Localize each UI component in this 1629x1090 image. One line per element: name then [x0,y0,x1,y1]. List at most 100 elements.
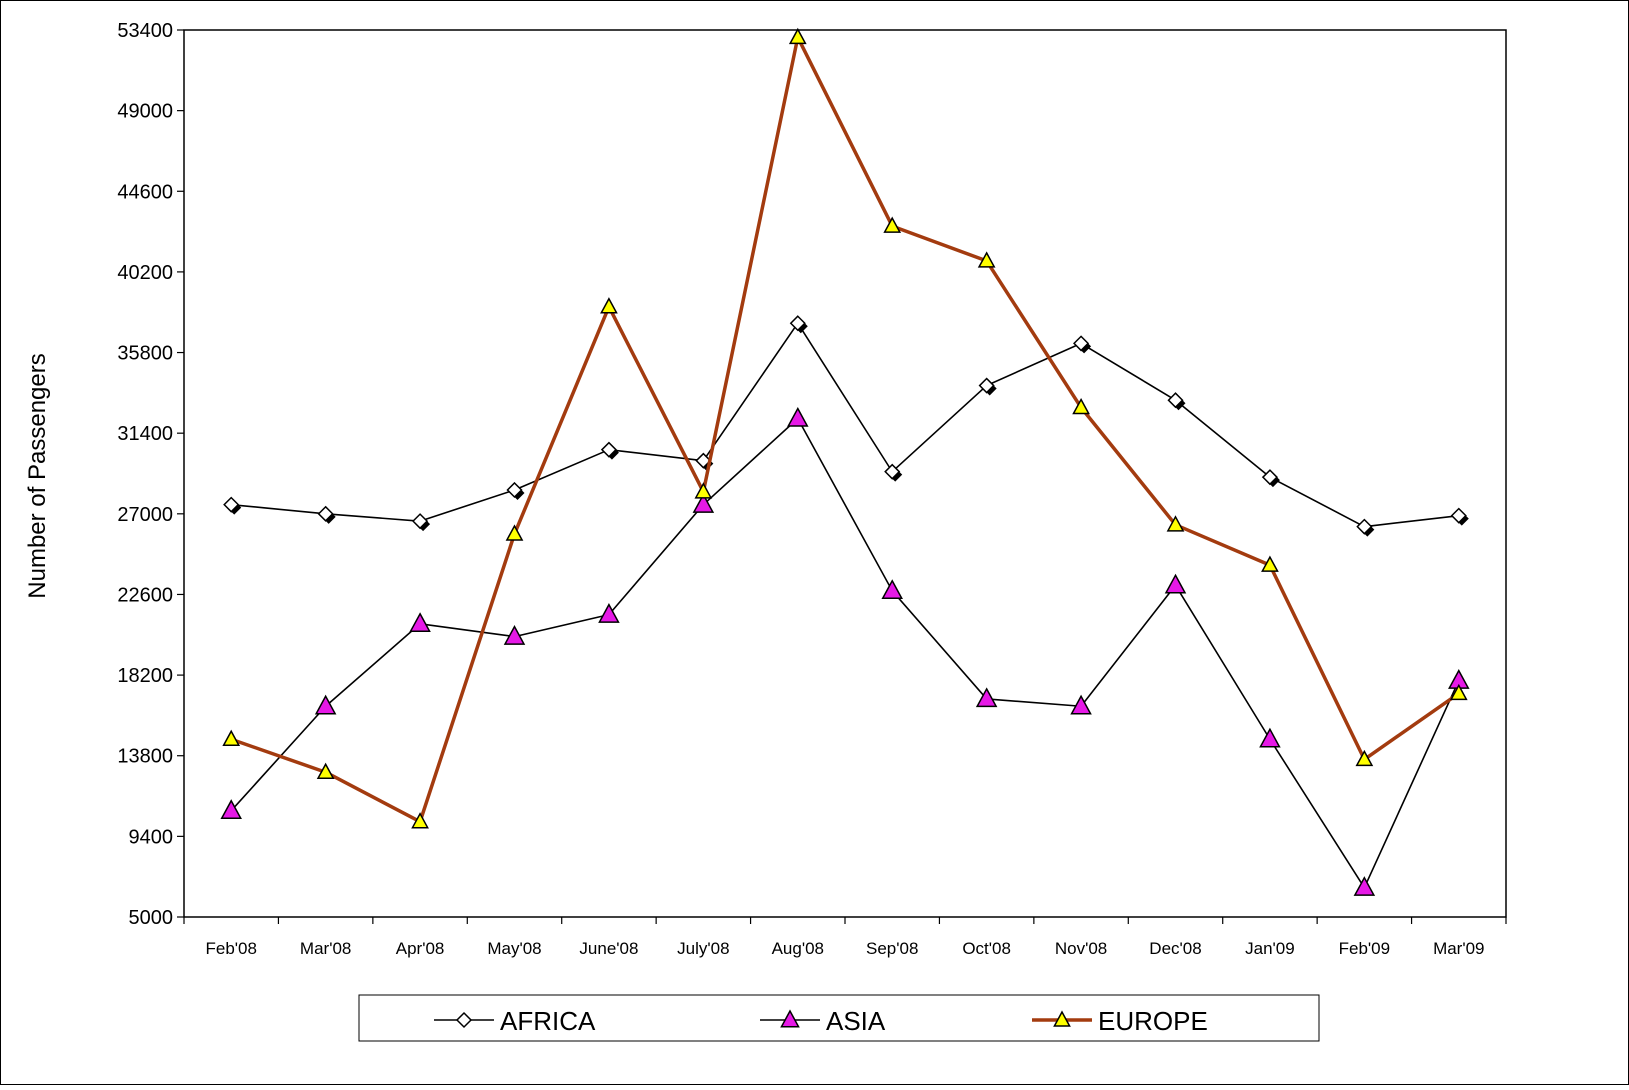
data-point-diamond [1450,507,1469,526]
series-africa [223,315,1469,537]
plot-area [183,29,1507,918]
data-point-triangle [883,216,902,233]
x-tick-label: Nov'08 [1055,939,1107,958]
data-point-diamond [884,463,903,482]
data-point-triangle [316,762,335,779]
marker-diamond [789,315,806,332]
data-point-triangle [600,297,618,314]
y-tick-label: 13800 [117,746,173,768]
legend-item-europe: EUROPE [1032,1006,1208,1036]
legend-marker-triangle [780,1009,800,1028]
data-point-triangle [788,27,807,45]
series-line [230,417,1460,889]
data-point-triangle [411,812,429,829]
y-tick-label: 44600 [117,181,173,203]
data-point-diamond [1261,469,1280,488]
data-point-triangle [314,694,337,715]
data-point-triangle [1072,397,1090,415]
marker-diamond [1261,469,1278,486]
x-axis: Feb'08 Mar'08 Apr'08 May'08 June'08 July'08 Au… [183,917,1507,958]
data-point-triangle [598,603,620,623]
legend-marker-diamond [455,1011,473,1029]
data-point-triangle [1166,515,1185,532]
y-axis: 5000 9400 13800 18200 22600 27000 31400 35800 40… [117,20,184,929]
data-point-triangle [975,687,998,708]
x-tick-label: Feb'09 [1339,939,1390,958]
marker-diamond [223,496,240,513]
legend: AFRICA ASIA EUROPE [358,994,1320,1042]
data-point-triangle [220,799,242,819]
marker-diamond [1450,507,1467,524]
legend-item-africa: AFRICA [434,1006,596,1036]
marker-diamond [884,463,901,480]
y-tick-label: 53400 [117,20,173,42]
x-tick-label: Mar'09 [1433,939,1484,958]
data-point-triangle [222,729,241,746]
marker-diamond [506,481,523,499]
data-point-triangle [1070,694,1092,715]
data-point-triangle [787,406,809,427]
data-point-triangle [1259,727,1281,748]
marker-diamond [1167,392,1184,409]
legend-marker-triangle [1053,1010,1071,1027]
series-line [230,35,1460,824]
data-point-triangle [1164,573,1187,594]
x-tick-label: Feb'08 [205,939,256,958]
legend-label: EUROPE [1098,1006,1208,1036]
data-point-triangle [503,625,526,645]
data-point-triangle [409,612,431,633]
data-point-triangle [881,579,903,600]
legend-label: ASIA [826,1006,886,1036]
x-tick-label: June'08 [579,939,638,958]
marker-diamond [978,377,995,394]
y-tick-label: 31400 [117,423,173,445]
y-tick-label: 40200 [117,262,173,284]
x-tick-label: Mar'08 [300,939,351,958]
marker-diamond [1073,335,1090,352]
x-tick-label: Oct'08 [962,939,1011,958]
data-point-triangle [505,524,524,541]
y-tick-label: 18200 [117,665,173,687]
x-tick-label: Dec'08 [1149,939,1201,958]
y-tick-label: 49000 [117,101,173,123]
marker-diamond [1356,518,1373,535]
legend-item-asia: ASIA [760,1006,886,1036]
series-asia [220,406,1470,896]
data-point-diamond [1073,335,1092,354]
y-tick-label: 9400 [129,826,174,848]
x-tick-label: Sep'08 [866,939,918,958]
marker-diamond [317,505,334,522]
data-point-triangle [694,482,713,499]
series-layer [220,27,1470,896]
data-point-triangle [1355,749,1374,767]
legend-box [358,994,1320,1042]
series-line [231,322,1459,528]
data-point-triangle [1353,876,1376,896]
y-tick-label: 22600 [117,584,173,606]
legend-label: AFRICA [500,1006,596,1036]
marker-diamond [600,441,617,458]
data-point-diamond [789,315,808,334]
x-tick-label: Jan'09 [1245,939,1295,958]
x-tick-label: Apr'08 [396,939,445,958]
data-point-diamond [223,496,242,515]
data-point-triangle [692,493,715,513]
data-point-triangle [977,251,996,268]
data-point-triangle [1261,555,1279,572]
data-point-triangle [1449,683,1468,701]
data-point-diamond [978,377,997,396]
y-tick-label: 5000 [129,907,174,929]
x-tick-label: July'08 [677,939,729,958]
series-europe [222,27,1468,829]
data-point-diamond [412,513,431,532]
data-point-diamond [506,481,525,500]
data-point-diamond [600,441,619,460]
y-tick-label: 27000 [117,504,173,526]
x-tick-label: Aug'08 [772,939,824,958]
marker-diamond [412,513,429,530]
data-point-diamond [317,505,336,524]
data-point-diamond [1167,392,1186,411]
data-point-diamond [1356,518,1375,537]
